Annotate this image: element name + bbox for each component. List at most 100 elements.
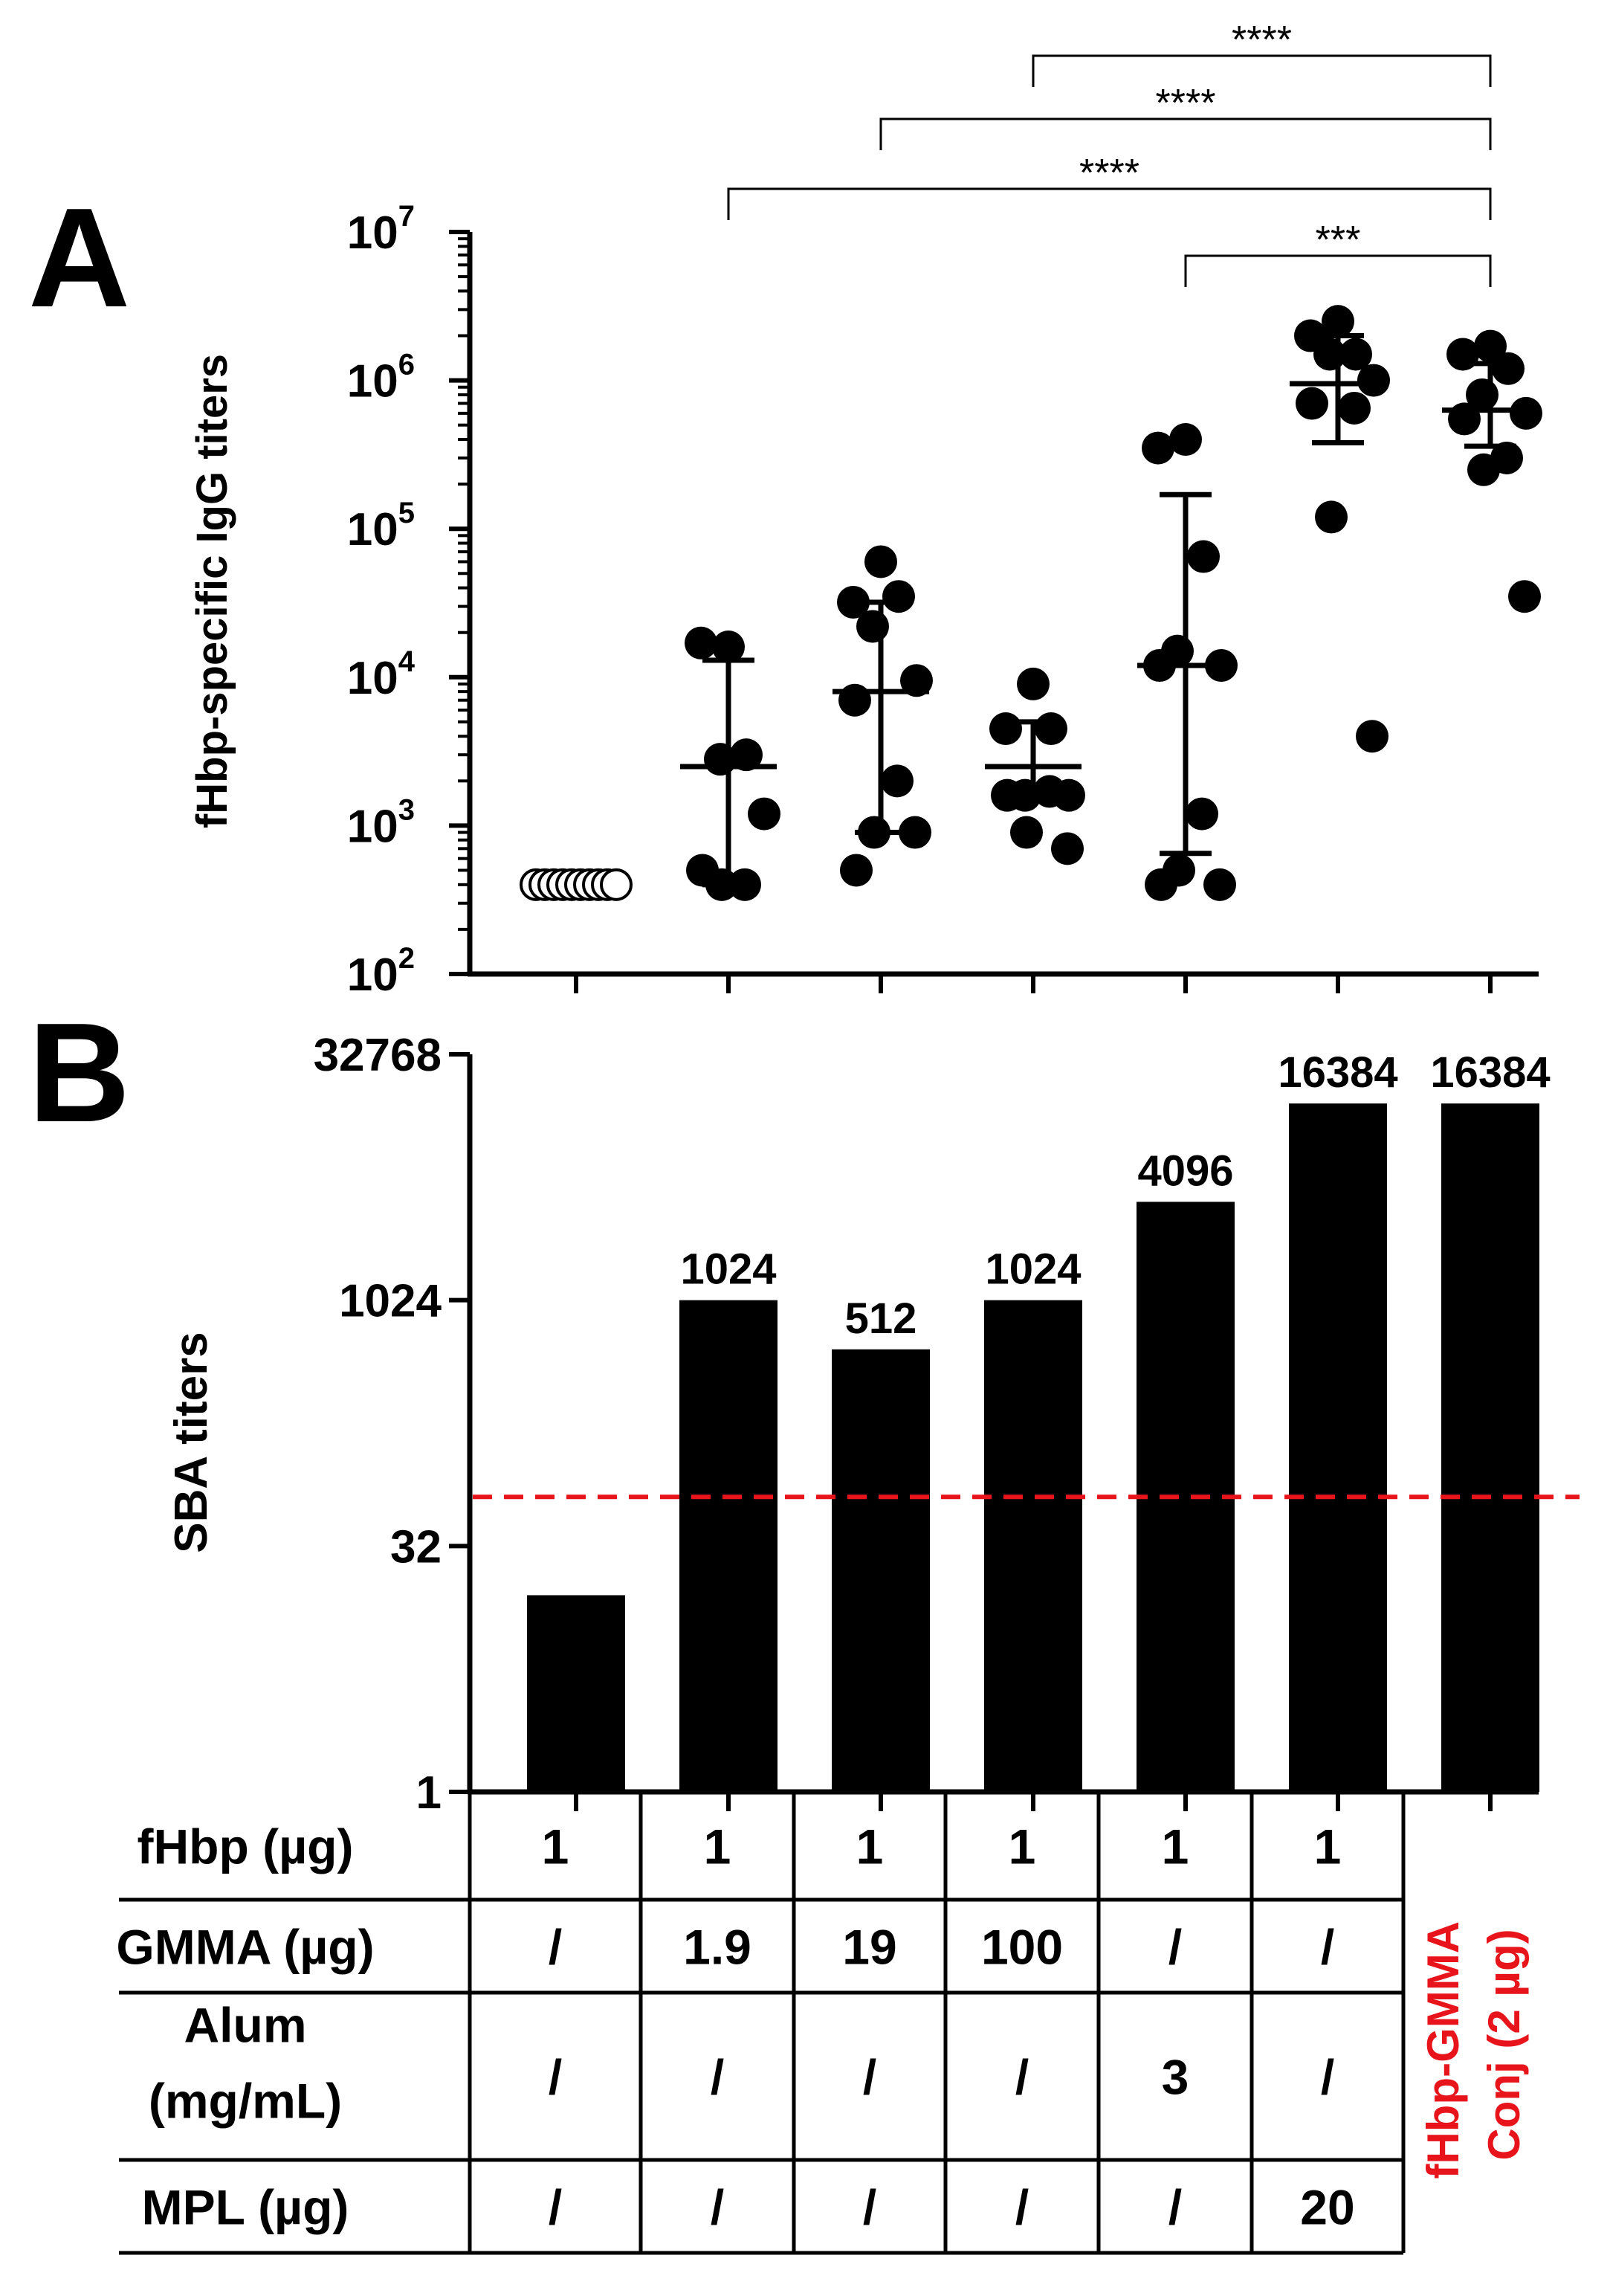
conjugate-label-line-2: Conj (2 µg) xyxy=(1479,1929,1529,2160)
panel-b-letter: B xyxy=(28,994,130,1152)
data-point xyxy=(840,854,873,887)
data-point xyxy=(837,585,870,619)
table-cell: / xyxy=(1015,2180,1029,2235)
data-point xyxy=(900,664,933,697)
table-cell: / xyxy=(711,2050,724,2105)
significance-stars: **** xyxy=(1079,152,1139,195)
table-row-label: GMMA (µg) xyxy=(116,1920,374,1975)
panel-a-scatter: fHbp-specific IgG titers 102 103 104 105 106… xyxy=(188,19,1542,1001)
bar-value-label: 1024 xyxy=(985,1245,1081,1294)
table-cell: 1 xyxy=(1314,1819,1342,1874)
table-cell: / xyxy=(1168,2180,1182,2235)
data-point xyxy=(1203,868,1236,901)
data-point xyxy=(1142,431,1174,465)
panel-b-tick-label: 32 xyxy=(390,1521,442,1573)
significance-bracket xyxy=(727,187,1492,220)
table-cell: 1 xyxy=(1009,1819,1036,1874)
table-cell: / xyxy=(711,2180,724,2235)
conjugate-label: fHbp-GMMA Conj (2 µg) xyxy=(1418,1911,1529,2179)
significance-stars: *** xyxy=(1316,219,1361,262)
data-point xyxy=(1339,338,1372,371)
table-cell: 1 xyxy=(704,1819,731,1874)
significance-bracket xyxy=(879,117,1492,150)
data-point xyxy=(856,610,889,643)
data-point xyxy=(1010,816,1043,849)
data-point xyxy=(864,545,897,578)
sba-bar xyxy=(679,1300,777,1792)
sba-bar xyxy=(1289,1103,1387,1792)
treatment-table: fHbp (µg) 1 1 1 1 1 1 GMMA (µg) / 1.9 19 100 / / Alum (… xyxy=(116,1792,1529,2255)
data-point xyxy=(1474,329,1507,363)
panel-a-tick-label: 102 xyxy=(347,942,415,1001)
table-cell: 1 xyxy=(1162,1819,1189,1874)
data-point xyxy=(600,868,633,901)
data-point xyxy=(1051,832,1084,865)
data-point xyxy=(989,712,1022,746)
significance-stars: **** xyxy=(1232,19,1292,62)
panel-a-y-axis-label: fHbp-specific IgG titers xyxy=(188,354,236,828)
table-cell: 20 xyxy=(1300,2180,1354,2235)
table-cell: 100 xyxy=(981,1920,1063,1975)
significance-bracket xyxy=(1032,54,1492,87)
table-cell: / xyxy=(1015,2050,1029,2105)
panel-a-tick-label: 104 xyxy=(347,645,416,704)
panel-b-bar-chart: SBA titers 1024 512 1024 4096 16384 16384 1 32… xyxy=(166,1030,1580,1819)
table-cell: / xyxy=(549,2180,562,2235)
data-point xyxy=(882,580,915,613)
conjugate-label-line-1: fHbp-GMMA xyxy=(1418,1922,1468,2179)
table-cell: / xyxy=(1321,2050,1334,2105)
data-point xyxy=(1338,391,1371,425)
data-point xyxy=(991,778,1024,812)
table-cell: / xyxy=(1321,1920,1334,1975)
table-cell: / xyxy=(1168,1920,1182,1975)
data-point xyxy=(1313,338,1346,371)
data-point xyxy=(1448,402,1481,436)
panel-b-y-axis-label: SBA titers xyxy=(166,1332,217,1552)
sba-bar xyxy=(1441,1103,1539,1792)
table-cell: 1.9 xyxy=(683,1920,751,1975)
table-cell: 1 xyxy=(856,1819,884,1874)
panel-a-tick-label: 106 xyxy=(347,349,415,407)
table-row-label: (mg/mL) xyxy=(149,2074,342,2129)
data-point xyxy=(730,738,763,772)
significance-stars: **** xyxy=(1156,82,1216,125)
table-row-label: Alum xyxy=(184,1998,307,2053)
bar-value-label: 4096 xyxy=(1137,1147,1233,1195)
data-point xyxy=(1508,580,1541,613)
data-point xyxy=(1169,423,1202,457)
data-point xyxy=(1357,364,1390,397)
data-point xyxy=(685,626,717,660)
data-point xyxy=(1145,868,1177,901)
data-point xyxy=(1510,396,1542,430)
table-cell: 1 xyxy=(542,1819,569,1874)
panel-b-tick-label: 1 xyxy=(416,1767,442,1819)
bar-value-label: 1024 xyxy=(680,1245,776,1294)
table-cell: / xyxy=(863,2180,876,2235)
data-point xyxy=(1322,305,1354,338)
data-point xyxy=(1296,387,1328,420)
sba-bar xyxy=(1137,1202,1235,1792)
table-cell: / xyxy=(863,2050,876,2105)
table-row-label: MPL (µg) xyxy=(142,2180,349,2235)
data-point xyxy=(881,764,914,798)
data-point xyxy=(899,816,931,849)
panel-b-tick-label: 32768 xyxy=(314,1030,442,1081)
panel-a-letter: A xyxy=(28,179,130,337)
panel-a-tick-label: 107 xyxy=(347,200,415,259)
significance-bracket xyxy=(1184,254,1492,287)
bar-value-label: 16384 xyxy=(1430,1048,1550,1097)
data-point xyxy=(1356,720,1388,753)
table-cell: 19 xyxy=(842,1920,896,1975)
table-cell: / xyxy=(549,2050,562,2105)
panel-b-tick-label: 1024 xyxy=(339,1276,442,1327)
data-point xyxy=(1035,712,1067,746)
panel-a-tick-label: 103 xyxy=(347,793,415,852)
data-point xyxy=(1315,500,1348,534)
sba-bar xyxy=(527,1595,625,1792)
data-point xyxy=(1186,797,1218,831)
data-point xyxy=(1187,540,1220,573)
table-cell: / xyxy=(549,1920,562,1975)
data-point xyxy=(748,797,780,831)
data-point xyxy=(1033,775,1066,808)
